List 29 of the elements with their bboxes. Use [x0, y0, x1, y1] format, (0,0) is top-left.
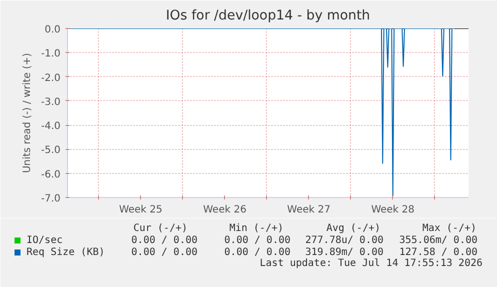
y-tick-label: -7.0	[40, 194, 61, 204]
text: 0.00 / 0.00	[224, 235, 291, 246]
y-tick-label: -1.0	[40, 48, 61, 60]
x-tick-label: Week 27	[287, 204, 330, 216]
text: 0.00 / 0.00	[131, 247, 198, 258]
text: 355.06m/ 0.00	[399, 235, 478, 246]
text: Max (-/+)	[422, 223, 477, 234]
y-tick-label: -5.0	[40, 145, 61, 156]
text: Avg (-/+)	[326, 223, 381, 234]
legend-label: IO/sec	[26, 235, 63, 246]
y-tick-label: -2.0	[40, 72, 61, 84]
chart-title: IOs for /dev/loop14 - by month	[166, 8, 370, 24]
text: 127.58 / 0.00	[399, 247, 478, 258]
y-tick-label: 0.0	[44, 24, 61, 36]
text: 277.78u/ 0.00	[305, 235, 384, 246]
x-tick-label: Week 26	[203, 204, 246, 216]
x-tick-label: Week 25	[119, 204, 162, 216]
text: 319.89m/ 0.00	[305, 247, 384, 258]
legend-label: Req Size (KB)	[26, 247, 105, 258]
y-tick-label: -3.0	[40, 96, 61, 108]
y-tick-label: -6.0	[40, 169, 61, 180]
text: Cur (-/+)	[133, 223, 188, 234]
text: Last update: Tue Jul 14 17:55:13 2026	[260, 258, 483, 269]
text: 0.00 / 0.00	[224, 247, 291, 258]
text: Min (-/+)	[229, 223, 284, 234]
x-tick-label: Week 28	[371, 204, 415, 216]
text: 0.00 / 0.00	[131, 235, 198, 246]
y-axis-title: Units read (-) / write (+)	[22, 52, 33, 174]
y-tick-label: -4.0	[40, 121, 61, 132]
